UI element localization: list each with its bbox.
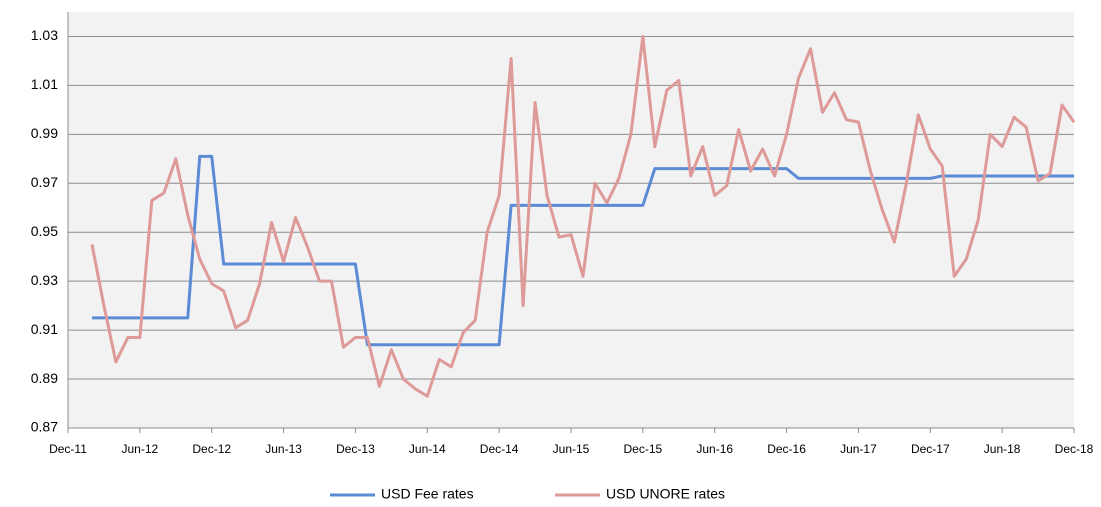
x-tick-label: Jun-18 [984, 442, 1021, 456]
series-line [90, 34, 1076, 398]
x-tick-label: Dec-13 [336, 442, 375, 456]
y-tick-label: 0.93 [31, 272, 58, 288]
x-tick-label: Jun-14 [409, 442, 446, 456]
series-line [91, 154, 1074, 347]
x-tick-label: Jun-17 [840, 442, 877, 456]
y-tick-label: 1.01 [31, 76, 58, 92]
x-tick-label: Jun-16 [696, 442, 733, 456]
x-tick-label: Dec-12 [192, 442, 231, 456]
x-tick-label: Jun-15 [553, 442, 590, 456]
y-tick-label: 0.89 [31, 370, 58, 386]
legend-label: USD Fee rates [381, 486, 474, 502]
x-tick-label: Dec-17 [911, 442, 950, 456]
x-tick-label: Dec-16 [767, 442, 806, 456]
y-tick-label: 0.87 [31, 419, 58, 435]
y-tick-label: 1.03 [31, 27, 58, 43]
x-tick-label: Dec-11 [49, 442, 87, 456]
x-tick-label: Jun-12 [122, 442, 159, 456]
plot-area [68, 12, 1074, 428]
x-tick-label: Dec-14 [480, 442, 519, 456]
y-tick-label: 0.99 [31, 125, 58, 141]
x-tick-label: Dec-15 [624, 442, 663, 456]
legend-label: USD UNORE rates [606, 486, 725, 502]
x-tick-label: Dec-18 [1055, 442, 1094, 456]
y-tick-label: 0.91 [31, 321, 58, 337]
y-tick-label: 0.97 [31, 174, 58, 190]
x-tick-label: Jun-13 [265, 442, 302, 456]
y-tick-label: 0.95 [31, 223, 58, 239]
